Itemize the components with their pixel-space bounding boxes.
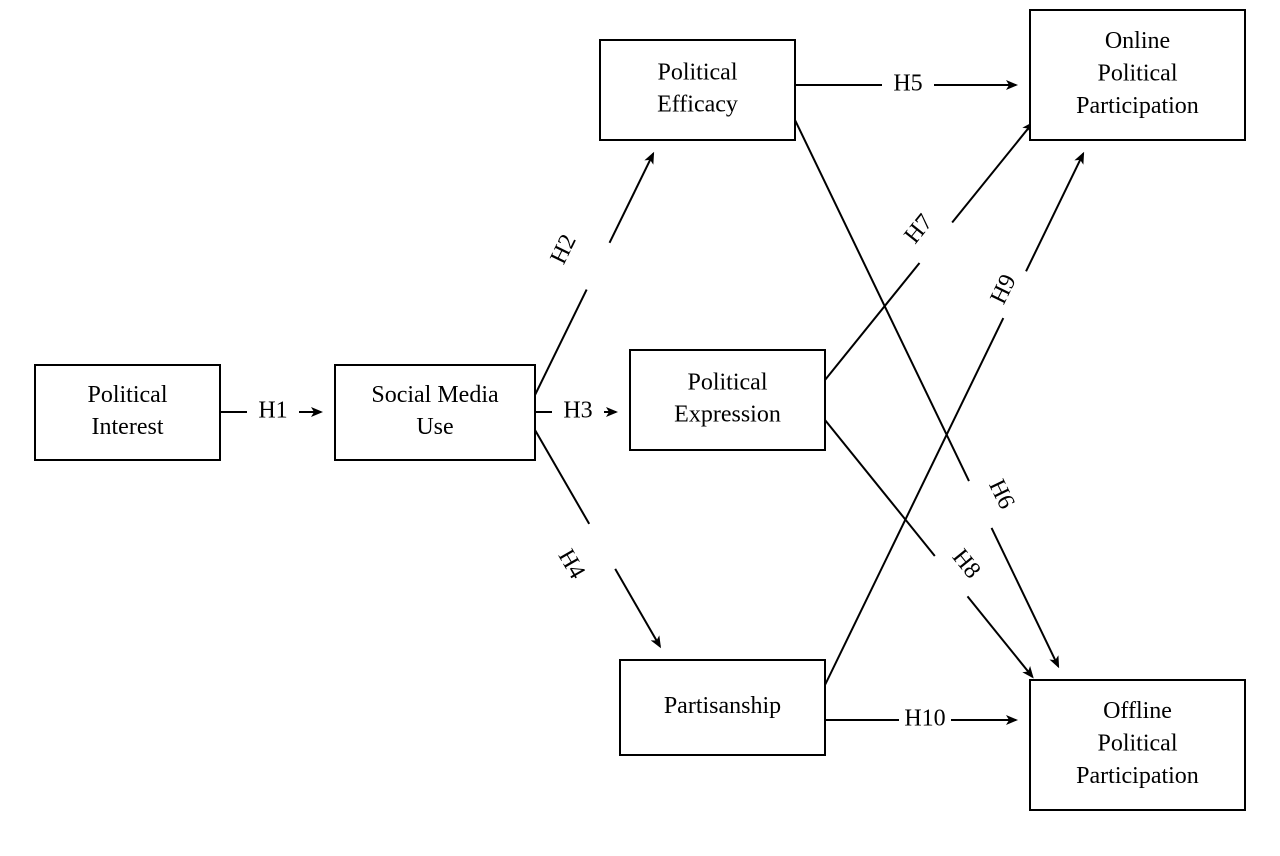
node-political_expression: Political Expression: [630, 350, 825, 450]
node-online_pp: Online Political Participation: [1030, 10, 1245, 140]
node-label-social_media_use-line0: Social Media: [371, 382, 499, 408]
node-label-political_efficacy-line1: Efficacy: [657, 92, 738, 118]
node-label-offline_pp-line0: Offline: [1103, 698, 1172, 724]
edge-seg2-h2: [610, 154, 654, 243]
edge-label-h9: H9: [986, 270, 1022, 308]
edge-seg1-h2: [535, 290, 587, 395]
node-label-political_efficacy-line0: Political: [658, 59, 738, 85]
node-label-political_expression-line0: Political: [688, 369, 768, 395]
edge-h9: H9: [825, 154, 1083, 685]
edge-seg1-h4: [535, 430, 589, 524]
edge-h7: H7: [825, 123, 1032, 380]
edge-seg1-h9: [825, 318, 1003, 685]
node-label-online_pp-line1: Political: [1098, 61, 1178, 87]
nodes-layer: Political Interest Social Media Use Politica…: [35, 10, 1245, 810]
node-box-political_interest: [35, 365, 220, 460]
node-box-social_media_use: [335, 365, 535, 460]
edge-h4: H4: [535, 430, 660, 647]
edge-seg1-h8: [825, 420, 935, 556]
edge-h10: H10: [825, 706, 1016, 732]
edge-h5: H5: [795, 71, 1016, 97]
node-offline_pp: Offline Political Participation: [1030, 680, 1245, 810]
path-diagram: H1 H2 H3 H4 H5 H6 H7 H8 H9 H10 Political Interest S…: [0, 0, 1280, 856]
edge-label-h1: H1: [258, 398, 287, 424]
edge-label-h10: H10: [904, 706, 945, 732]
node-label-offline_pp-line1: Political: [1098, 731, 1178, 757]
edge-seg2-h8: [967, 596, 1032, 676]
edge-label-h5: H5: [893, 71, 922, 97]
node-political_interest: Political Interest: [35, 365, 220, 460]
edge-h6: H6: [795, 120, 1058, 666]
node-box-political_expression: [630, 350, 825, 450]
node-political_efficacy: Political Efficacy: [600, 40, 795, 140]
edge-label-h3: H3: [563, 398, 592, 424]
node-label-political_interest-line0: Political: [88, 382, 168, 408]
node-label-partisanship-line0: Partisanship: [664, 693, 781, 719]
edge-label-h4: H4: [553, 545, 590, 583]
node-label-online_pp-line2: Participation: [1076, 93, 1199, 119]
node-partisanship: Partisanship: [620, 660, 825, 755]
edge-seg2-h6: [992, 528, 1059, 666]
node-label-political_interest-line1: Interest: [92, 414, 164, 440]
edge-h3: H3: [535, 398, 616, 424]
node-social_media_use: Social Media Use: [335, 365, 535, 460]
node-label-political_expression-line1: Expression: [674, 402, 781, 428]
node-label-offline_pp-line2: Participation: [1076, 763, 1199, 789]
node-label-social_media_use-line1: Use: [416, 414, 453, 440]
node-box-political_efficacy: [600, 40, 795, 140]
edge-label-h6: H6: [983, 475, 1019, 513]
edge-seg2-h4: [615, 569, 660, 647]
edge-seg2-h9: [1026, 154, 1083, 272]
edge-seg2-h7: [952, 123, 1032, 222]
edge-label-h8: H8: [947, 544, 986, 583]
edge-label-h7: H7: [899, 209, 938, 248]
node-label-online_pp-line0: Online: [1105, 28, 1170, 54]
edge-label-h2: H2: [546, 230, 582, 268]
edge-h1: H1: [220, 398, 321, 424]
